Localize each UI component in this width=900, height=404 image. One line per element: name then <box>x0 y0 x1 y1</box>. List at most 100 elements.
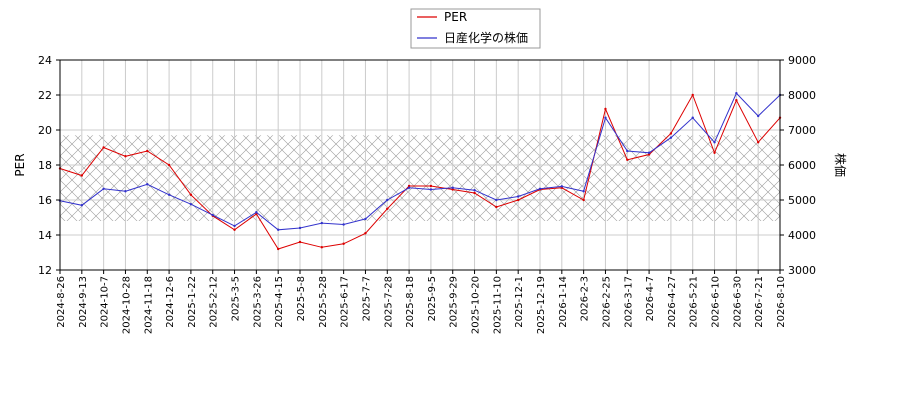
series-0-point <box>669 132 673 135</box>
x-tick-label: 2025-7-7 <box>361 276 372 321</box>
series-0-point <box>167 163 171 167</box>
series-0-point <box>407 184 411 188</box>
x-tick-label: 2026-3-17 <box>623 276 634 328</box>
hatched-band-layer <box>60 135 780 221</box>
y-right-tick-label: 8000 <box>788 89 816 102</box>
series-1-point <box>451 186 454 189</box>
y-right-tick-label: 5000 <box>788 194 816 207</box>
series-0-point <box>233 228 236 231</box>
x-tick-label: 2026-4-27 <box>667 276 678 328</box>
series-0-point <box>735 99 738 102</box>
x-tick-label: 2026-7-21 <box>754 276 765 328</box>
series-0-point <box>647 153 651 156</box>
x-tick-label: 2025-5-8 <box>296 276 307 321</box>
x-tick-label: 2024-9-13 <box>78 276 89 328</box>
y-right-tick-label: 4000 <box>788 229 816 242</box>
y-left-tick-label: 22 <box>38 89 52 102</box>
series-0-point <box>495 205 498 209</box>
x-tick-label: 2025-3-26 <box>252 276 263 328</box>
series-1-point <box>604 116 607 119</box>
x-tick-label: 2024-8-26 <box>56 276 67 328</box>
x-tick-label: 2024-10-28 <box>121 276 132 334</box>
x-tick-label: 2026-6-10 <box>711 276 722 328</box>
series-0-point <box>124 155 127 158</box>
series-1-point <box>626 149 629 153</box>
x-tick-label: 2026-2-25 <box>601 276 612 328</box>
x-tick-label: 2025-5-28 <box>318 276 329 328</box>
x-tick-label: 2024-10-7 <box>100 276 111 328</box>
legend-box <box>410 8 541 49</box>
series-0-point <box>189 193 193 196</box>
series-1-point <box>167 193 171 196</box>
x-tick-label: 2025-7-28 <box>383 276 394 328</box>
series-0-point <box>342 242 345 245</box>
y-left-tick-label: 12 <box>38 264 52 277</box>
series-1-point <box>80 204 84 207</box>
x-tick-label: 2026-8-10 <box>776 276 787 328</box>
series-1-point <box>102 187 105 190</box>
series-0-point <box>102 146 105 149</box>
series-0-point <box>582 198 585 202</box>
x-tick-label: 2026-2-3 <box>580 276 591 321</box>
x-tick-label: 2025-4-15 <box>274 276 285 328</box>
x-tick-label: 2026-5-21 <box>689 276 700 328</box>
hatched-band <box>60 135 780 221</box>
x-tick-label: 2024-11-18 <box>143 276 154 334</box>
series-1-point <box>233 224 236 228</box>
series-1-point <box>713 141 716 144</box>
y-left-tick-label: 24 <box>38 54 52 67</box>
series-0-point <box>429 184 433 188</box>
y-right-tick-label: 3000 <box>788 264 816 277</box>
series-1-point <box>320 221 324 225</box>
y-right-tick-label: 7000 <box>788 124 816 137</box>
series-1-point <box>691 116 694 119</box>
series-0-point <box>298 240 302 244</box>
series-0-point <box>691 93 694 97</box>
y-left-tick-label: 18 <box>38 159 52 172</box>
series-0-point <box>604 107 607 111</box>
series-0-point <box>713 151 716 154</box>
series-1-point <box>516 195 520 198</box>
series-layer <box>58 92 782 251</box>
x-tick-label: 2024-12-6 <box>165 276 176 328</box>
series-1-point <box>364 217 367 221</box>
series-line-0 <box>59 93 781 250</box>
series-0-point <box>626 158 629 161</box>
y-left-tick-label: 14 <box>38 229 52 242</box>
series-1-point <box>386 198 389 202</box>
series-1-point <box>342 223 345 226</box>
series-0-point <box>320 246 324 249</box>
legend-label-price: 日産化学の株価 <box>444 30 528 45</box>
series-1-point <box>276 228 280 231</box>
series-1-point <box>538 187 542 190</box>
series-1-point <box>146 183 149 186</box>
series-1-point <box>124 190 127 193</box>
series-0-point <box>451 188 454 191</box>
x-tick-label: 2026-1-14 <box>558 276 569 328</box>
x-tick-label: 2025-3-5 <box>231 276 242 321</box>
ticks-layer: 12 14 16 18 20 22 24 3000 4000 5000 6000 7000 8000 90… <box>38 54 816 334</box>
y-left-tick-label: 20 <box>38 124 52 137</box>
series-1-point <box>756 114 760 118</box>
x-tick-label: 2025-1-22 <box>187 276 198 328</box>
series-1-point <box>582 190 585 193</box>
legend-label-per: PER <box>444 10 467 24</box>
series-1-point <box>735 92 738 95</box>
series-0-point <box>146 149 149 153</box>
series-0-point <box>473 191 476 195</box>
series-1-point <box>298 226 302 230</box>
x-tick-label: 2025-12-19 <box>536 276 547 334</box>
series-0-point <box>386 207 389 210</box>
series-1-point <box>560 185 564 188</box>
series-1-point <box>255 211 258 214</box>
series-1-point <box>429 188 433 191</box>
series-0-point <box>364 232 367 235</box>
series-1-point <box>211 213 214 217</box>
x-tick-label: 2026-4-7 <box>645 276 656 321</box>
x-tick-label: 2025-11-10 <box>492 276 503 334</box>
series-0-point <box>756 141 760 144</box>
legend: PER 日産化学の株価 <box>410 8 541 49</box>
y-right-tick-label: 9000 <box>788 54 816 67</box>
